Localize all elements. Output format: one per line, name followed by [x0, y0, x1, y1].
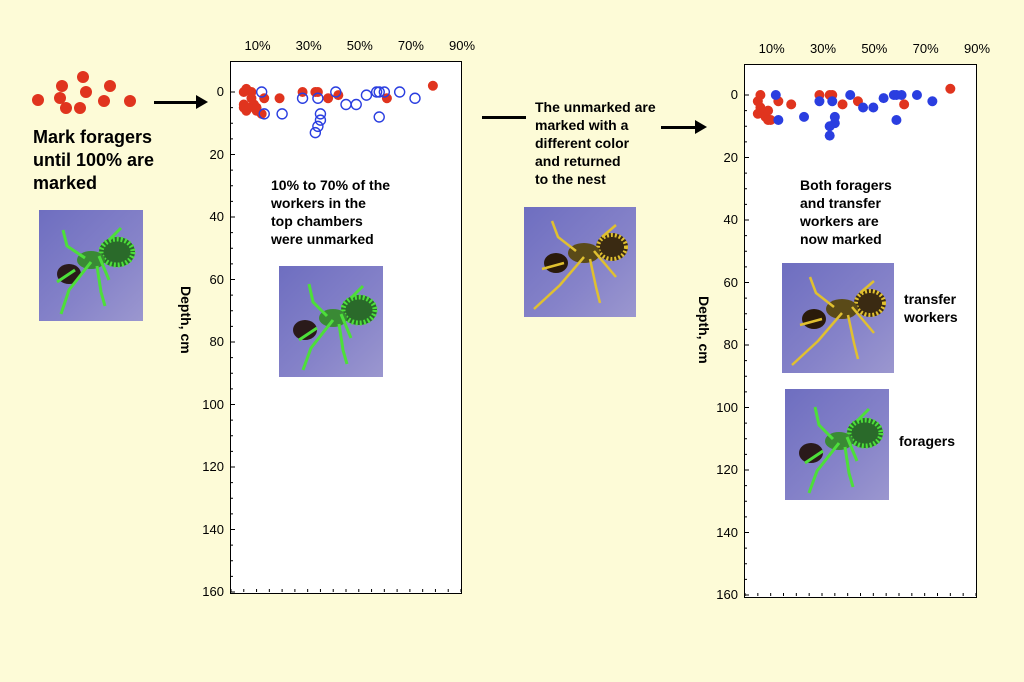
right-y-tick-label: 160	[716, 587, 738, 602]
left-y-tick-label: 140	[202, 521, 224, 537]
forager-dot	[54, 92, 66, 104]
right-y-tick-label: 0	[730, 87, 738, 102]
forager-dot	[124, 95, 136, 107]
left-y-axis-label: Depth, cm	[178, 286, 194, 354]
yellow-ant-photo-icon-2	[782, 263, 894, 373]
arrow-right-2	[661, 120, 707, 134]
right-x-tick-label: 70%	[912, 41, 939, 56]
green-ant-photo-icon-3	[785, 389, 889, 500]
forager-dot	[104, 80, 116, 92]
right-y-tick-label: 20	[723, 149, 738, 165]
right-y-tick-label: 120	[716, 462, 738, 477]
intro-text: Mark foragers until 100% are marked	[33, 127, 155, 193]
left-y-tick-label: 160	[202, 584, 224, 599]
forager-dot	[98, 95, 110, 107]
forager-dot	[74, 102, 86, 114]
right-panel-note: Both foragers and transfer workers are n…	[800, 177, 892, 247]
right-x-tick-label: 90%	[964, 41, 991, 56]
left-y-tick-label: 40	[209, 209, 224, 224]
right-y-tick-label: 40	[723, 212, 738, 227]
left-x-tick-label: 90%	[449, 38, 476, 53]
right-x-tick-label: 30%	[810, 41, 837, 56]
left-y-tick-label: 80	[209, 334, 224, 349]
foragers-label: foragers	[899, 433, 956, 449]
right-y-axis-label: Depth, cm	[696, 296, 712, 364]
left-x-tick-label: 10%	[244, 38, 271, 53]
left-y-tick-label: 0	[216, 84, 224, 99]
transfer-workers-label: transfer workers	[904, 291, 958, 325]
green-ant-photo-icon-2	[279, 266, 383, 377]
right-x-tick-label: 10%	[758, 41, 785, 56]
left-x-tick-label: 50%	[346, 38, 373, 53]
forager-dot	[77, 71, 89, 83]
green-ant-photo-icon	[39, 210, 143, 321]
forager-dot	[32, 94, 44, 106]
forager-dot	[56, 80, 68, 92]
right-y-tick-label: 60	[723, 274, 738, 290]
right-y-tick-label: 100	[716, 399, 738, 415]
left-y-tick-label: 100	[202, 396, 224, 412]
left-x-tick-label: 30%	[295, 38, 322, 53]
arrow-right-1	[154, 95, 208, 109]
middle-text: The unmarked are marked with a different…	[535, 99, 656, 187]
forager-dot	[80, 86, 92, 98]
right-y-tick-label: 140	[716, 524, 738, 540]
left-y-tick-label: 120	[202, 459, 224, 474]
right-y-tick-label: 80	[723, 337, 738, 352]
left-panel-note: 10% to 70% of the workers in the top cha…	[271, 177, 391, 247]
short-dash	[482, 116, 526, 119]
left-y-tick-label: 20	[209, 146, 224, 162]
forager-dot	[60, 102, 72, 114]
left-x-tick-label: 70%	[397, 38, 424, 53]
left-y-tick-label: 60	[209, 271, 224, 287]
right-x-tick-label: 50%	[861, 41, 888, 56]
yellow-ant-photo-icon	[524, 207, 636, 317]
